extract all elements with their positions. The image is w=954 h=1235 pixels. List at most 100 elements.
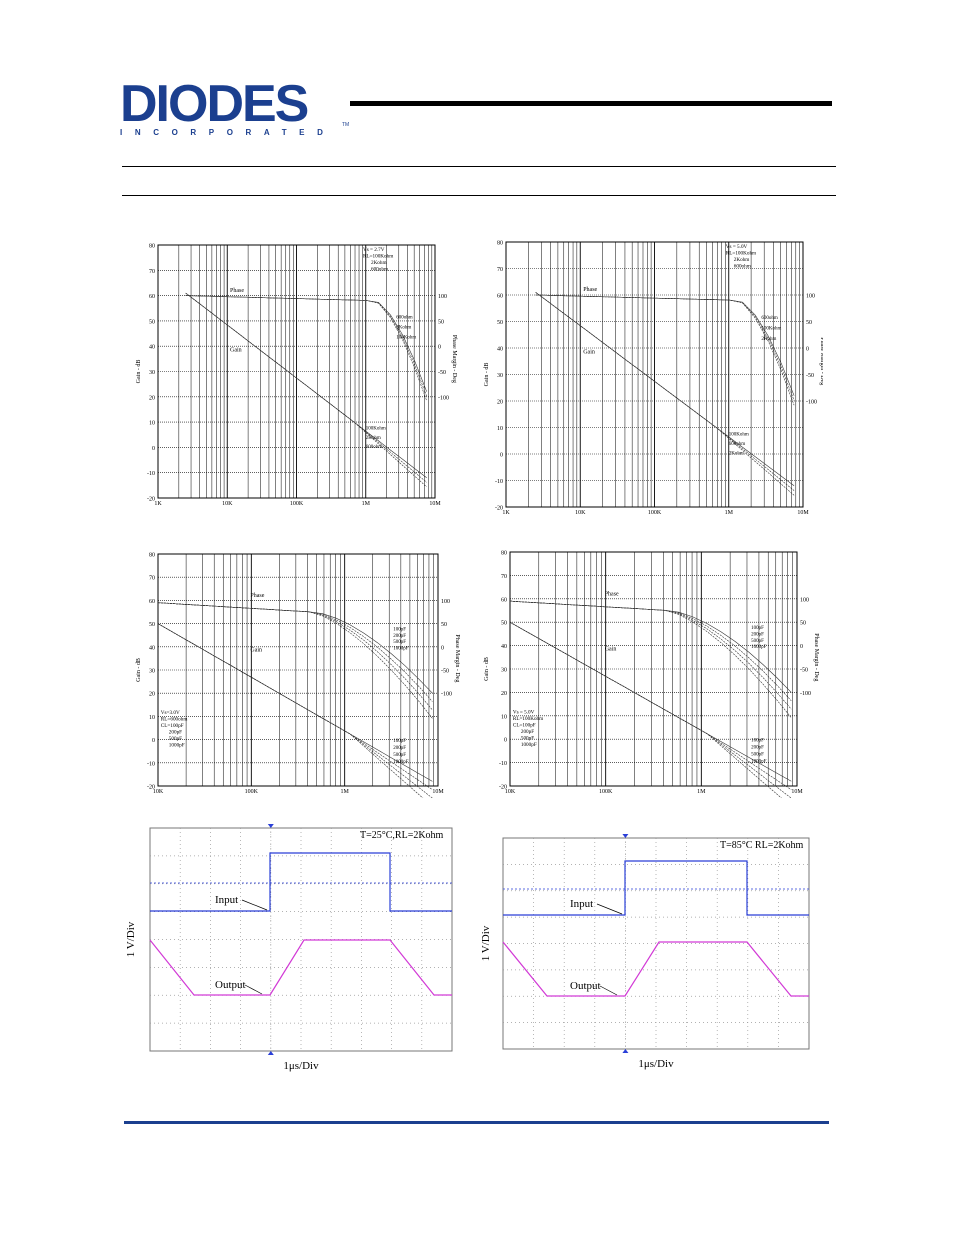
scope-frame (149, 827, 453, 1052)
right-tick-label: 50 (800, 621, 806, 627)
gain-curve (185, 292, 427, 483)
logo-subtext: INCORPORATED (120, 128, 336, 137)
scope-chart-1: T=25°C,RL=2Kohm Input Output 1 V/Div 1μs/Div (125, 824, 453, 1072)
right-tick-label: 50 (441, 622, 447, 628)
phase-curve (509, 600, 792, 702)
gain-curve (509, 621, 792, 798)
phase-curve-label: 100pF (751, 626, 764, 631)
x-tick-label: 100K (648, 510, 662, 516)
y-tick-label: 80 (149, 553, 155, 559)
gain-curve (535, 292, 795, 487)
x-tick-label: 10K (222, 501, 233, 507)
y-tick-label: 60 (149, 599, 155, 605)
condition-text: CL=100pF (513, 722, 536, 728)
gain-curve (535, 292, 795, 496)
y-axis-title: Gain - dB (136, 360, 142, 384)
y-tick-label: 60 (497, 294, 503, 300)
y-tick-label: 30 (501, 668, 507, 674)
condition-text: RL=100Kohm (363, 254, 393, 260)
phase-curve-label: 100Kohm (396, 336, 416, 341)
gain-curve (157, 623, 424, 798)
y-tick-label: 10 (501, 714, 507, 720)
y-tick-label: 80 (149, 244, 155, 250)
trigger-marker-bottom (267, 1051, 274, 1055)
right-axis-title: Phase Margin - Deg (813, 633, 819, 681)
header-rule-bottom (122, 195, 836, 196)
y-axis-title: 1 V/Div (480, 925, 492, 961)
phase-curve-label: 500pF (751, 639, 764, 644)
scope-title: T=25°C,RL=2Kohm (360, 830, 444, 841)
condition-text: 200pF (169, 730, 182, 736)
phase-label: Phase (250, 593, 264, 599)
input-trace (150, 852, 452, 912)
x-tick-label: 1K (502, 510, 510, 516)
y-tick-label: 20 (149, 395, 155, 401)
y-axis-title: Gain - dB (484, 657, 490, 681)
condition-text: 2Kohm (371, 260, 387, 266)
condition-text: 1000pF (521, 742, 537, 748)
input-label: Input (570, 898, 593, 910)
right-axis-title: Phase Margin - Deg (454, 634, 460, 682)
x-tick-label: 1K (154, 501, 162, 507)
logo-trademark: TM (342, 122, 350, 128)
y-tick-label: -20 (499, 785, 507, 791)
scope-title: T=85°C RL=2Kohm (720, 840, 804, 851)
phase-curve-label: 600ohm (396, 315, 413, 320)
y-tick-label: 70 (501, 574, 507, 580)
y-tick-label: -10 (499, 761, 507, 767)
header-rule-top (122, 166, 836, 167)
condition-text: Vs=3.0V (161, 710, 180, 716)
y-tick-label: 0 (152, 738, 155, 744)
condition-text: RL=100Kohm (726, 251, 756, 257)
output-label-leader (244, 984, 263, 995)
right-tick-label: -50 (441, 669, 449, 675)
phase-curve (157, 602, 433, 719)
diodes-logo: DIODES INCORPORATED TM (120, 78, 350, 138)
condition-text: Vs = 5.0V (726, 244, 748, 250)
y-tick-label: 70 (149, 269, 155, 275)
input-label-leader (596, 903, 623, 915)
condition-text: 500pF (521, 735, 534, 741)
phase-curve-label: 500pF (393, 640, 406, 645)
right-tick-label: 50 (438, 319, 444, 325)
gain-label: Gain (250, 647, 262, 653)
y-axis-title: Gain - dB (136, 658, 142, 682)
phase-curve (185, 295, 427, 392)
phase-label: Phase (230, 288, 244, 294)
y-tick-label: 60 (149, 294, 155, 300)
right-tick-label: -50 (800, 668, 808, 674)
y-tick-label: -10 (147, 761, 155, 767)
y-tick-label: 60 (501, 597, 507, 603)
y-axis-title: Gain - dB (484, 363, 490, 387)
gain-curve-label: 100Kohm (729, 432, 749, 437)
y-tick-label: 10 (149, 421, 155, 427)
input-label-leader (241, 899, 268, 911)
logo-text: DIODES (120, 75, 309, 133)
y-tick-label: 80 (501, 551, 507, 557)
condition-text: RL=600ohm (161, 717, 188, 723)
y-tick-label: 50 (497, 320, 503, 326)
output-trace (149, 939, 452, 996)
y-tick-label: -20 (495, 506, 503, 512)
right-tick-label: 100 (441, 599, 450, 605)
y-tick-label: 70 (497, 267, 503, 273)
phase-curve (185, 295, 427, 401)
y-tick-label: 0 (500, 453, 503, 459)
right-tick-label: -100 (441, 692, 452, 698)
gain-curve (157, 623, 433, 790)
right-tick-label: -50 (806, 373, 814, 379)
x-tick-label: 10M (791, 789, 803, 795)
phase-curve (509, 600, 792, 718)
phase-curve-label: 200pF (393, 634, 406, 639)
y-tick-label: 80 (497, 241, 503, 247)
y-tick-label: 20 (501, 691, 507, 697)
gain-curve-label: 2Kohm (366, 436, 381, 441)
x-tick-label: 10M (432, 789, 444, 795)
right-axis-title: Phase Margin - Deg (451, 335, 457, 383)
right-tick-label: 0 (806, 347, 809, 353)
phase-label: Phase (583, 287, 597, 293)
x-tick-label: 1M (340, 789, 349, 795)
phase-curve (535, 294, 795, 396)
gain-curve-label: 600ohm (729, 442, 746, 447)
